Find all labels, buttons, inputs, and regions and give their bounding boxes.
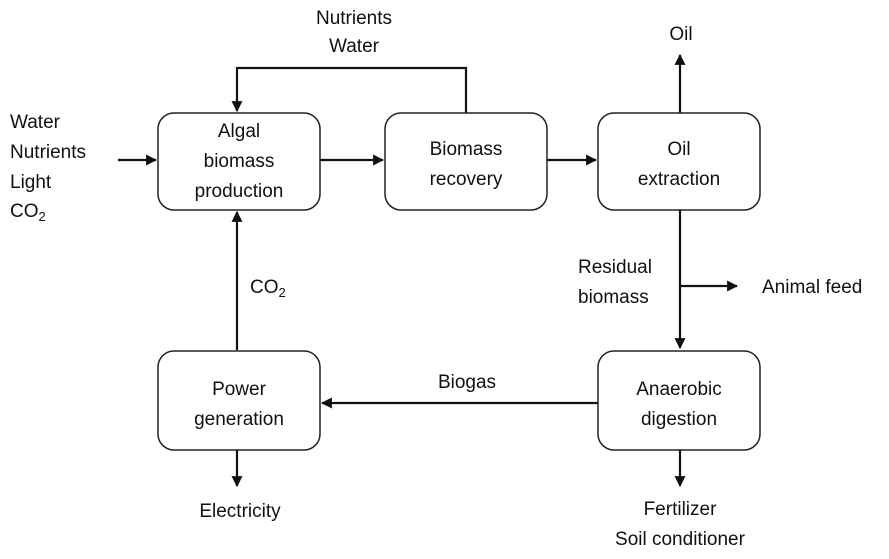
animal-feed-label: Animal feed [762,277,862,298]
node-label: production [195,181,284,202]
node-label: extraction [638,169,720,190]
recycle-label: Nutrients [316,8,392,29]
arrow [231,66,468,113]
node-label: Anaerobic [636,379,722,400]
edges [118,53,739,488]
electricity-label: Electricity [199,501,281,522]
node-labels: Algal biomass production Biomass recover… [194,121,722,430]
node-label: Algal [218,121,260,142]
biogas-label: Biogas [438,372,496,393]
residual-label: Residual [578,257,652,278]
node-label: Biomass [430,139,503,160]
node-box [384,112,548,211]
text: CO [250,277,279,298]
node-box [157,112,321,211]
node-label: digestion [641,409,717,430]
input-label: CO2 [10,201,46,224]
oil-label: Oil [669,24,692,45]
input-label: Light [10,172,52,193]
node-box [157,350,321,451]
input-label: Water [10,112,61,133]
node-box [597,350,761,451]
node-label: biomass [204,151,275,172]
node-label: Power [212,379,267,400]
input-label: Nutrients [10,142,86,163]
subscript: 2 [39,209,46,224]
node-label: recovery [430,169,503,190]
digestate-label: Soil conditioner [615,529,746,550]
residual-label: biomass [578,287,649,308]
node-label: Oil [667,139,690,160]
digestate-label: Fertilizer [644,499,718,520]
text: CO [10,201,39,222]
co2-label: CO2 [250,277,286,300]
node-label: generation [194,409,284,430]
node-box [597,112,761,211]
recycle-label: Water [329,36,380,57]
subscript: 2 [279,285,286,300]
